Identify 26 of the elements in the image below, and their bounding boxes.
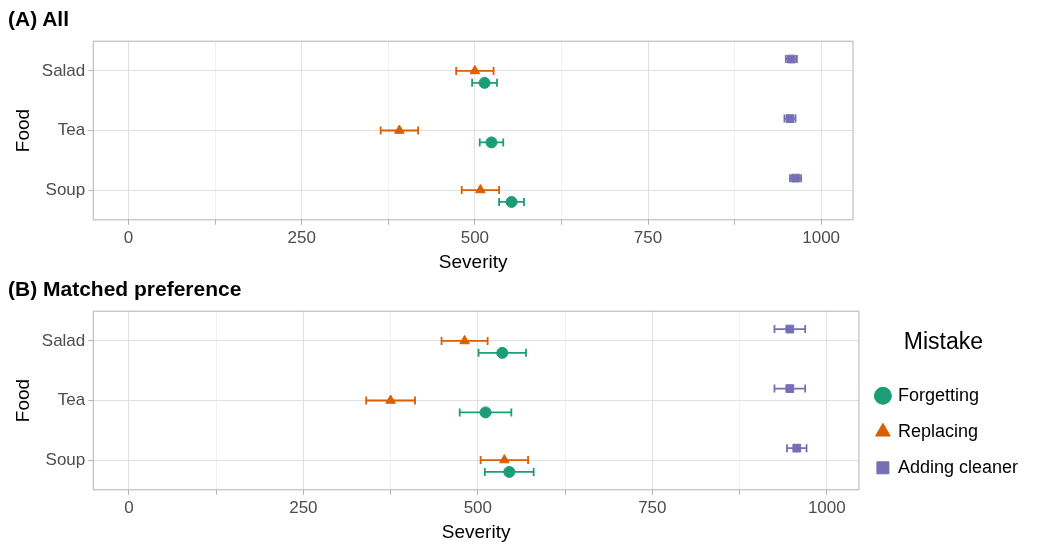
x-tick-label: 0 [123, 227, 134, 247]
x-tick-label: 250 [287, 227, 316, 247]
x-tick-label: 750 [638, 497, 667, 517]
x-tick-label: 500 [463, 497, 493, 517]
chart-title: (B) Matched preference [8, 277, 242, 301]
x-tick-label: 500 [460, 227, 490, 247]
legend-label: Adding cleaner [897, 456, 1019, 477]
y-tick-label: Soup [45, 449, 86, 469]
y-axis-title: Food [11, 108, 33, 153]
y-axis-title: Food [11, 378, 33, 423]
x-axis-title: Severity [441, 520, 511, 542]
x-tick-label: 250 [289, 497, 318, 517]
y-tick-label: Tea [57, 120, 86, 140]
y-tick-label: Salad [41, 330, 86, 350]
legend-label: Replacing [897, 420, 978, 441]
legend-label: Forgetting [897, 384, 979, 405]
x-tick-label: 1000 [807, 497, 846, 517]
chart-title: (A) All [8, 7, 70, 31]
y-tick-label: Tea [57, 390, 86, 410]
x-tick-label: 0 [124, 497, 134, 517]
legend-title: Mistake [903, 328, 984, 355]
y-tick-label: Soup [45, 179, 86, 199]
x-axis-title: Severity [438, 250, 508, 272]
x-tick-label: 750 [633, 227, 663, 247]
y-tick-label: Salad [41, 60, 86, 80]
x-tick-label: 1000 [802, 227, 841, 247]
